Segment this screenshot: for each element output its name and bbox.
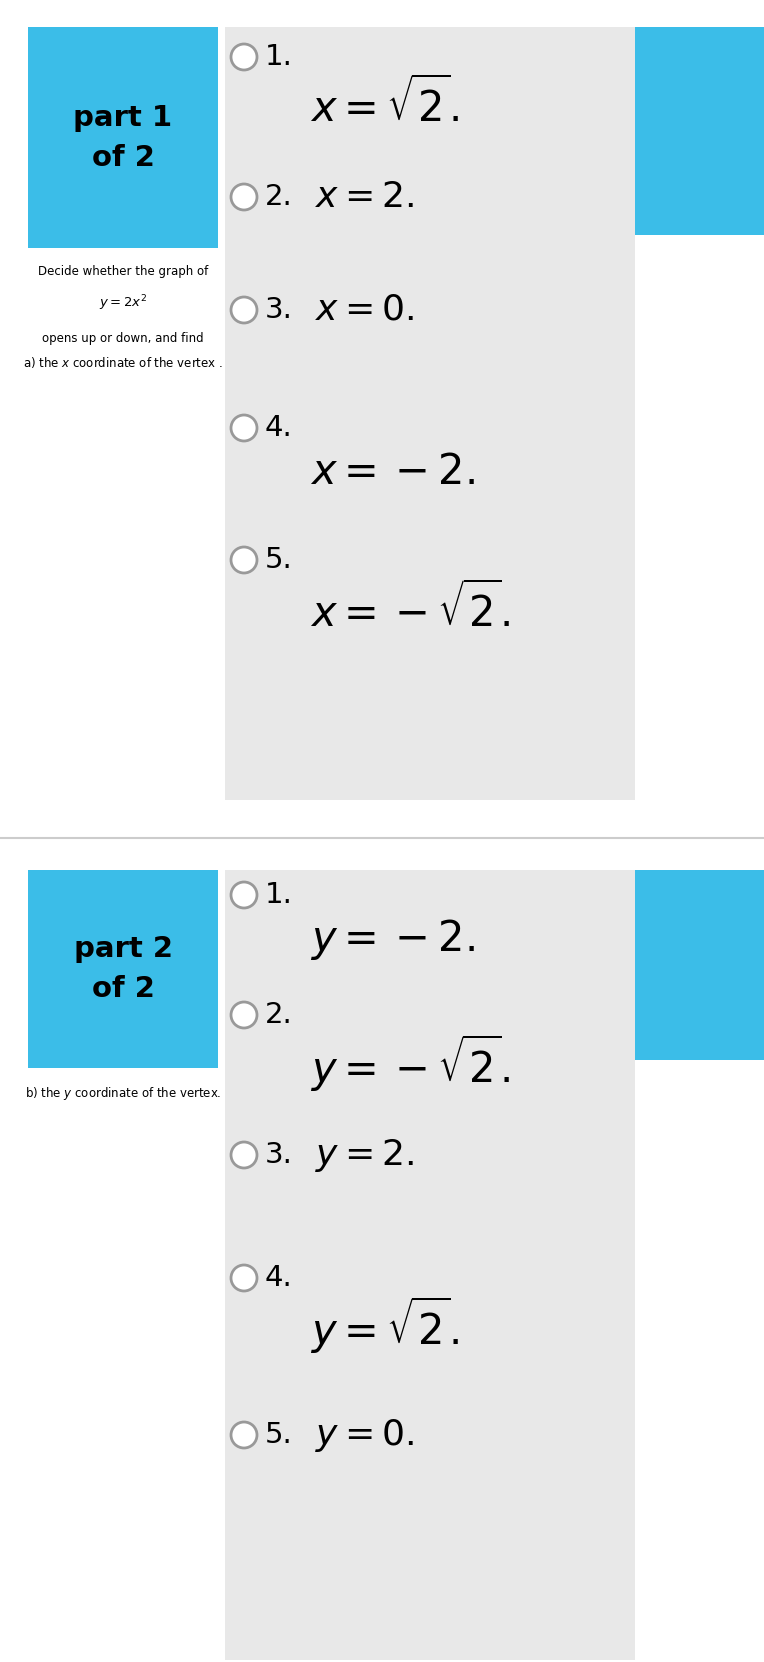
Text: 1.: 1. [265,881,293,909]
FancyBboxPatch shape [225,869,635,1660]
Text: $y = 2x^2$: $y = 2x^2$ [99,293,147,312]
Text: $y = -\sqrt{2}.$: $y = -\sqrt{2}.$ [310,1032,510,1094]
Text: $x = \sqrt{2}.$: $x = \sqrt{2}.$ [310,78,460,131]
Circle shape [231,547,257,573]
Text: b) the $y$ coordinate of the vertex.: b) the $y$ coordinate of the vertex. [24,1085,222,1102]
Circle shape [231,184,257,209]
Text: $y = -2.$: $y = -2.$ [310,917,475,962]
Circle shape [231,1142,257,1168]
Text: $x = -2.$: $x = -2.$ [310,450,475,494]
Text: part 2: part 2 [73,936,173,962]
Text: Decide whether the graph of: Decide whether the graph of [38,264,208,278]
Text: 4.: 4. [265,414,293,442]
FancyBboxPatch shape [28,27,218,248]
Text: $y = \sqrt{2}.$: $y = \sqrt{2}.$ [310,1295,459,1356]
Text: $x = 2.$: $x = 2.$ [315,179,414,214]
Text: $y = 0.$: $y = 0.$ [315,1416,414,1454]
Text: of 2: of 2 [92,143,154,171]
Text: 5.: 5. [265,1421,293,1449]
Circle shape [231,1265,257,1291]
Text: of 2: of 2 [92,976,154,1002]
Text: 3.: 3. [265,296,293,324]
Text: 2.: 2. [265,1001,293,1029]
Text: 2.: 2. [265,183,293,211]
Circle shape [231,1002,257,1029]
Circle shape [231,297,257,322]
FancyBboxPatch shape [635,869,764,1060]
Text: $x = -\sqrt{2}.$: $x = -\sqrt{2}.$ [310,583,510,637]
Text: $y = 2.$: $y = 2.$ [315,1137,414,1173]
Text: 5.: 5. [265,547,293,573]
Circle shape [231,43,257,70]
Text: 1.: 1. [265,43,293,71]
FancyBboxPatch shape [635,27,764,234]
Circle shape [231,416,257,440]
Text: a) the $x$ coordinate of the vertex .: a) the $x$ coordinate of the vertex . [23,356,223,371]
Text: 3.: 3. [265,1142,293,1168]
Circle shape [231,1423,257,1448]
Text: $x = 0.$: $x = 0.$ [315,293,414,327]
Circle shape [231,883,257,907]
Text: opens up or down, and find: opens up or down, and find [42,332,204,346]
FancyBboxPatch shape [225,27,635,799]
Text: 4.: 4. [265,1265,293,1291]
Text: part 1: part 1 [73,103,173,131]
FancyBboxPatch shape [28,869,218,1069]
